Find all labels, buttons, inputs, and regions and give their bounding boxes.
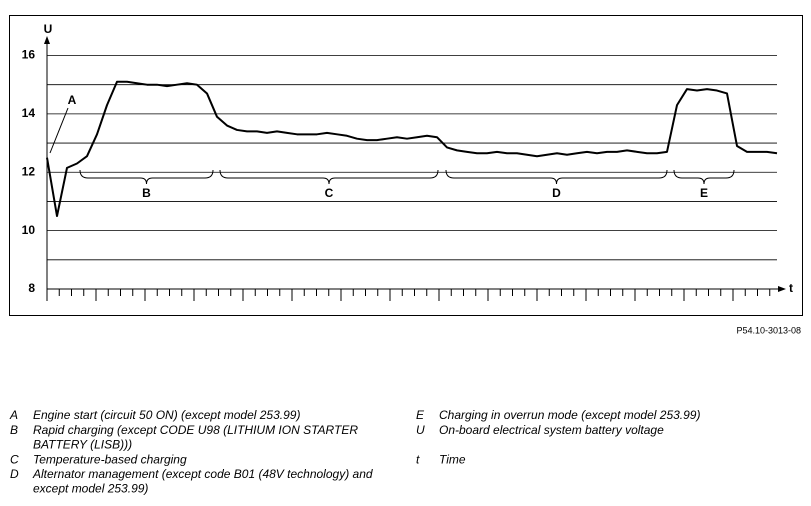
legend-key: C	[10, 452, 19, 466]
legend-text: Engine start (circuit 50 ON) (except mod…	[33, 408, 300, 422]
legend-text: except model 253.99)	[33, 482, 148, 496]
legend-text: Rapid charging (except CODE U98 (LITHIUM…	[33, 423, 358, 437]
phase-label: D	[552, 186, 561, 200]
legend-key: t	[416, 452, 420, 466]
voltage-line	[46, 80, 778, 218]
legend-text: On-board electrical system battery volta…	[439, 423, 664, 437]
phase-label: A	[68, 93, 77, 107]
x-arrow	[778, 286, 786, 292]
y-tick-label: 8	[28, 281, 35, 295]
phase-label: B	[142, 186, 151, 200]
brace	[445, 169, 668, 185]
legend-text: Time	[439, 452, 466, 466]
legend-text: Charging in overrun mode (except model 2…	[439, 408, 700, 422]
y-tick-label: 12	[22, 164, 36, 178]
x-axis-label: t	[789, 281, 793, 295]
reference: P54.10-3013-08	[736, 325, 801, 335]
legend-text: BATTERY (LISB)))	[33, 438, 132, 452]
legend-text: Temperature-based charging	[33, 452, 187, 466]
brace	[673, 169, 735, 185]
legend-key: B	[10, 423, 18, 437]
frame	[9, 15, 803, 316]
legend-key: A	[9, 408, 18, 422]
pointer	[49, 107, 69, 154]
y-tick-label: 14	[22, 106, 36, 120]
phase-label: C	[325, 186, 334, 200]
legend-key: U	[416, 423, 425, 437]
legend-key: D	[10, 467, 19, 481]
y-arrow	[44, 36, 50, 44]
brace	[79, 169, 214, 185]
y-tick-label: 10	[22, 223, 36, 237]
brace	[219, 169, 439, 185]
phase-label: E	[700, 186, 708, 200]
y-tick-label: 16	[22, 48, 36, 62]
legend-text: Alternator management (except code B01 (…	[32, 467, 373, 481]
legend-key: E	[416, 408, 425, 422]
y-axis-label: U	[44, 22, 53, 36]
